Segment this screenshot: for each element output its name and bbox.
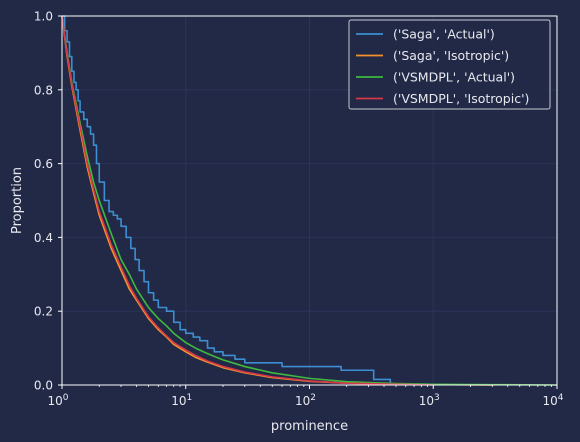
legend-label-0: ('Saga', 'Actual') <box>393 27 495 42</box>
series-lines <box>61 15 558 386</box>
legend: ('Saga', 'Actual') ('Saga', 'Isotropic') (… <box>348 19 551 110</box>
y-tick-label: 0.6 <box>34 157 53 171</box>
series-line-0 <box>62 15 392 385</box>
x-tick-label: 103 <box>419 393 440 408</box>
x-tick-label: 102 <box>295 393 316 408</box>
x-axis-ticks: 100 101 102 103 104 <box>47 385 564 408</box>
x-tick-label: 101 <box>171 393 192 408</box>
series-line-3 <box>61 15 434 386</box>
y-tick-label: 0.0 <box>34 379 53 393</box>
y-axis-ticks: 0.0 0.2 0.4 0.6 0.8 1.0 <box>34 10 62 393</box>
legend-label-3: ('VSMDPL', 'Isotropic') <box>393 91 529 106</box>
x-axis-label: prominence <box>271 419 348 434</box>
y-tick-label: 0.4 <box>34 231 53 245</box>
legend-label-2: ('VSMDPL', 'Actual') <box>393 70 515 85</box>
legend-box <box>348 19 551 110</box>
y-tick-label: 0.8 <box>34 83 53 97</box>
legend-label-1: ('Saga', 'Isotropic') <box>393 48 509 63</box>
y-axis-label: Proportion <box>10 167 25 234</box>
y-tick-label: 0.2 <box>34 305 53 319</box>
x-tick-label: 104 <box>542 393 563 408</box>
series-line-2 <box>61 15 558 386</box>
x-tick-label: 100 <box>47 393 68 408</box>
y-tick-label: 1.0 <box>34 10 53 24</box>
